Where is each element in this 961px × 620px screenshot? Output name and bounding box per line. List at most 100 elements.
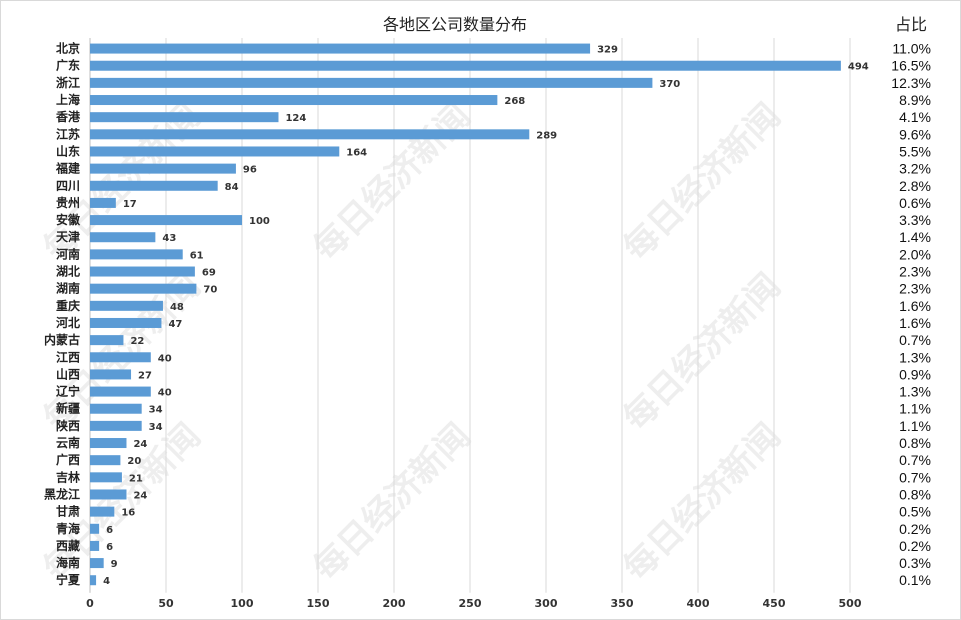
category-label: 内蒙古	[44, 332, 80, 347]
bar	[90, 283, 197, 294]
data-label: 494	[848, 62, 869, 73]
share-value: 11.0%	[892, 41, 931, 57]
bar	[90, 472, 122, 483]
share-value: 1.3%	[899, 349, 931, 365]
bar	[90, 335, 124, 346]
data-label: 17	[123, 199, 137, 210]
share-value: 0.6%	[899, 195, 931, 211]
category-label: 贵州	[56, 195, 80, 210]
category-label: 山东	[56, 143, 80, 158]
bar	[90, 146, 340, 157]
share-column-header: 占比	[895, 15, 928, 34]
category-label: 宁夏	[56, 572, 81, 587]
x-tick-label: 200	[383, 597, 406, 610]
category-label: 海南	[56, 555, 80, 570]
data-label: 40	[158, 353, 172, 364]
category-label: 湖南	[56, 281, 80, 296]
share-value: 12.3%	[891, 75, 931, 91]
data-label: 100	[249, 216, 270, 227]
category-label: 西藏	[56, 538, 80, 553]
share-value: 9.6%	[899, 126, 931, 142]
data-label: 9	[111, 559, 118, 570]
bar	[90, 317, 162, 328]
bar	[90, 386, 151, 397]
bar	[90, 215, 242, 226]
bar	[90, 403, 142, 414]
category-label: 福建	[55, 161, 81, 176]
share-value: 0.9%	[899, 366, 931, 382]
bar	[90, 438, 127, 449]
data-label: 21	[129, 473, 143, 484]
share-value: 0.5%	[899, 504, 931, 520]
category-label: 湖北	[56, 264, 80, 279]
data-label: 27	[138, 370, 152, 381]
category-label: 江西	[56, 349, 80, 364]
data-label: 61	[190, 250, 204, 261]
x-tick-label: 500	[839, 597, 862, 610]
share-value: 0.2%	[899, 521, 931, 537]
data-label: 6	[106, 525, 113, 536]
x-tick-label: 300	[535, 597, 558, 610]
data-label: 24	[133, 439, 147, 450]
category-label: 香港	[55, 109, 81, 124]
data-label: 4	[103, 576, 110, 587]
data-label: 289	[536, 130, 557, 141]
data-label: 47	[168, 319, 182, 330]
bar	[90, 43, 591, 54]
share-value: 0.7%	[899, 469, 931, 485]
data-label: 34	[149, 405, 163, 416]
share-value: 2.3%	[899, 281, 931, 297]
bar	[90, 300, 163, 311]
x-tick-label: 400	[687, 597, 710, 610]
data-label: 24	[133, 490, 147, 501]
share-value: 2.0%	[899, 246, 931, 262]
x-tick-label: 250	[459, 597, 482, 610]
share-value: 1.6%	[899, 315, 931, 331]
bar	[90, 420, 142, 431]
bar	[90, 129, 530, 140]
x-tick-label: 150	[307, 597, 330, 610]
data-label: 22	[130, 336, 144, 347]
bar	[90, 523, 100, 534]
bar	[90, 575, 97, 586]
bar	[90, 489, 127, 500]
category-label: 广西	[56, 452, 80, 467]
share-value: 1.1%	[899, 418, 931, 434]
x-tick-label: 50	[158, 597, 174, 610]
share-value: 2.3%	[899, 264, 931, 280]
data-label: 40	[158, 388, 172, 399]
bar	[90, 95, 498, 106]
data-label: 6	[106, 542, 113, 553]
share-value: 0.8%	[899, 486, 931, 502]
share-value: 1.4%	[899, 229, 931, 245]
category-label: 上海	[56, 92, 80, 107]
share-value: 0.8%	[899, 435, 931, 451]
data-label: 16	[121, 508, 135, 519]
share-value: 0.1%	[899, 572, 931, 588]
watermark-text: 每日经济新闻	[616, 96, 789, 269]
bar	[90, 455, 121, 466]
x-tick-label: 100	[231, 597, 254, 610]
data-label: 164	[346, 147, 367, 158]
category-label: 陕西	[56, 418, 80, 433]
bar	[90, 232, 156, 243]
category-label: 北京	[56, 41, 80, 56]
share-value: 3.3%	[899, 212, 931, 228]
category-label: 云南	[56, 435, 80, 450]
data-label: 84	[225, 182, 239, 193]
bar	[90, 558, 104, 569]
data-label: 329	[597, 45, 618, 56]
category-label: 山西	[56, 366, 80, 381]
share-value: 2.8%	[899, 178, 931, 194]
category-label: 河南	[55, 246, 80, 261]
category-label: 吉林	[56, 469, 80, 484]
category-label: 天津	[56, 229, 80, 244]
category-label: 广东	[56, 58, 80, 73]
data-label: 34	[149, 422, 163, 433]
bar	[90, 506, 115, 517]
category-label: 重庆	[56, 298, 80, 313]
data-label: 96	[243, 165, 257, 176]
category-label: 四川	[56, 179, 80, 193]
share-value: 1.6%	[899, 298, 931, 314]
